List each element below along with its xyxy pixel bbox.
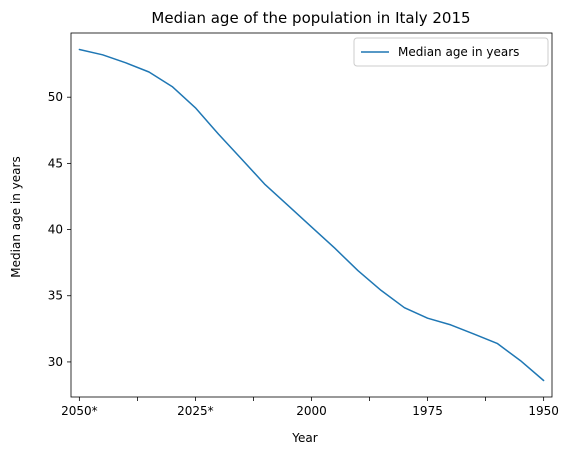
- plot-frame: [70, 32, 553, 398]
- y-axis-label: Median age in years: [9, 156, 23, 277]
- legend-label-median-age: Median age in years: [398, 45, 519, 59]
- y-tick-label: 50: [48, 90, 63, 104]
- legend: Median age in years: [353, 37, 549, 67]
- y-tick-label: 35: [48, 289, 63, 303]
- y-axis-ticks: 30 35 40 45 50: [48, 90, 71, 369]
- plot-area: 2050* 2025* 2000 1975 1950 30 35 40 45 50: [48, 32, 559, 418]
- x-axis-label: Year: [291, 431, 317, 445]
- x-tick-label: 1975: [412, 404, 443, 418]
- chart-title: Median age of the population in Italy 20…: [151, 9, 470, 27]
- x-axis-ticks: 2050* 2025* 2000 1975 1950: [61, 397, 559, 418]
- y-tick-label: 40: [48, 223, 63, 237]
- series-line-median-age: [78, 48, 545, 382]
- series-layer: [78, 48, 545, 382]
- x-tick-label: 1950: [528, 404, 559, 418]
- x-tick-label: 2025*: [177, 404, 214, 418]
- y-tick-label: 30: [48, 355, 63, 369]
- y-tick-label: 45: [48, 156, 63, 170]
- legend-box: [353, 37, 549, 67]
- x-tick-label: 2050*: [61, 404, 98, 418]
- x-tick-label: 2000: [296, 404, 327, 418]
